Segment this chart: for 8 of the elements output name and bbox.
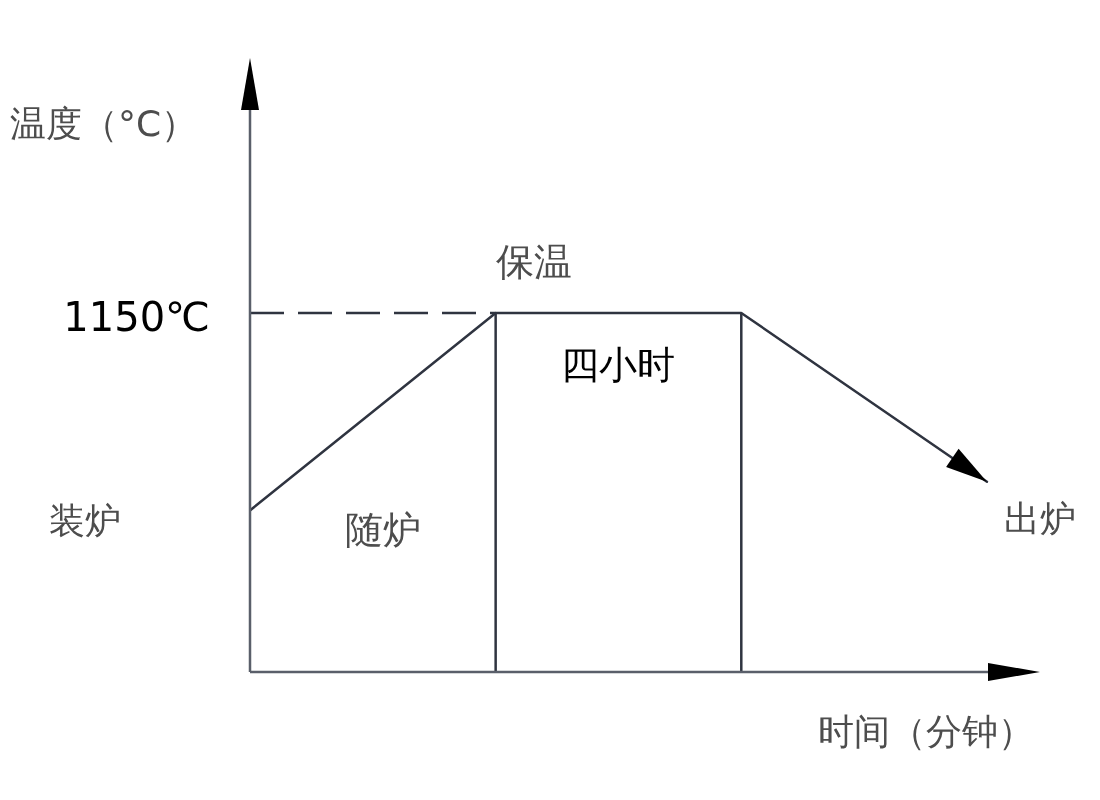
text: 出炉 bbox=[1003, 498, 1076, 540]
text: 装炉 bbox=[49, 499, 121, 541]
annotation: 四小时 bbox=[561, 342, 676, 387]
ref-line-label: 1150℃ bbox=[63, 294, 210, 341]
annotation: 随炉 bbox=[344, 508, 421, 553]
y-axis-title: 温度（°C） bbox=[10, 103, 198, 145]
x-axis-title: 时间（分钟） bbox=[818, 711, 1034, 753]
text: 保温 bbox=[495, 239, 572, 284]
